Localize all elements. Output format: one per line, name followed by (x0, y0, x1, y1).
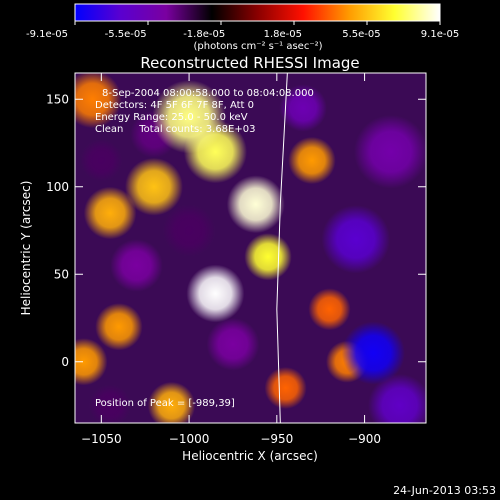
heatmap-source-blob (162, 204, 216, 257)
colorbar-unit-label: (photons cm⁻² s⁻¹ asec⁻²) (193, 41, 322, 52)
colorbar-gradient (74, 3, 441, 22)
x-axis-label: Heliocentric X (arcsec) (182, 449, 318, 463)
heatmap-source-blob (186, 264, 245, 323)
heatmap-source-blob (80, 139, 123, 182)
heatmap-source-blob (89, 384, 132, 423)
colorbar-ticks: -9.1e-05 -5.5e-05 -1.8e-05 1.8e-05 5.5e-05 9.… (26, 21, 459, 40)
colorbar-tick-label: -5.5e-05 (105, 29, 147, 40)
x-tick-label: −1000 (169, 432, 210, 446)
heatmap-source-blob (368, 374, 426, 423)
colorbar-tick-label: -9.1e-05 (26, 29, 68, 40)
colorbar-tick-label: 5.5e-05 (342, 29, 380, 40)
heatmap-source-blob (279, 84, 327, 132)
heatmap-source-blob (75, 338, 108, 386)
heatmap-source-blob (95, 303, 143, 351)
annotation-clean: Clean Total counts: 3.68E+03 (95, 124, 255, 135)
x-tick-label: −900 (348, 432, 381, 446)
heatmap-source-blob (308, 288, 351, 331)
annotation-peak: Position of Peak = [-989,39] (95, 398, 235, 409)
solar-limb-line (276, 73, 288, 423)
heatmap-source-blob (288, 136, 336, 185)
heatmap-source-blob (264, 367, 307, 409)
footer-date: 24-Jun-2013 03:53 (393, 484, 496, 497)
x-tick-label: −950 (260, 432, 293, 446)
x-tick-label: −1050 (81, 432, 122, 446)
annotation-detectors: Detectors: 4F 5F 6F 7F 8F, Att 0 (95, 100, 254, 111)
colorbar: -9.1e-05 -5.5e-05 -1.8e-05 1.8e-05 5.5e-05 9.… (26, 3, 459, 52)
heatmap-source-blob (147, 381, 196, 423)
chart-title: Reconstructed RHESSI Image (140, 54, 359, 72)
plot-frame (74, 72, 427, 424)
y-tick-label: 0 (61, 355, 69, 369)
annotation-energy: Energy Range: 25.0 - 50.0 keV (95, 112, 248, 123)
colorbar-tick-label: 9.1e-05 (421, 29, 459, 40)
heatmap-source-blob (244, 233, 292, 281)
colorbar-tick-label: 1.8e-05 (264, 29, 302, 40)
heatmap-source-blob (125, 157, 183, 216)
y-tick-label: 150 (46, 92, 69, 106)
heatmap-source-blob (226, 175, 285, 234)
heatmap-source-blob (110, 239, 163, 292)
colorbar-tick-label: -1.8e-05 (183, 29, 225, 40)
y-axis-label: Heliocentric Y (arcsec) (19, 181, 33, 316)
annotation-time: 8-Sep-2004 08:00:58.000 to 08:04:08.000 (102, 88, 314, 99)
axis-ticks: −1050 −1000 −950 −900 0 50 100 150 (46, 73, 426, 446)
heatmap-source-blob (321, 205, 391, 274)
y-tick-label: 50 (54, 267, 69, 281)
heatmap-source-blob (354, 115, 426, 189)
heatmap-source-blob (341, 321, 405, 385)
heatmap-source-blob (152, 80, 226, 154)
heatmap-sources (75, 73, 426, 423)
heatmap-source-blob (75, 73, 122, 129)
y-tick-label: 100 (46, 180, 69, 194)
heatmap-source-blob (206, 318, 260, 371)
heatmap-source-blob (83, 186, 137, 240)
heatmap-plot: −1050 −1000 −950 −900 0 50 100 150 8-Sep-2004 0… (46, 72, 427, 446)
